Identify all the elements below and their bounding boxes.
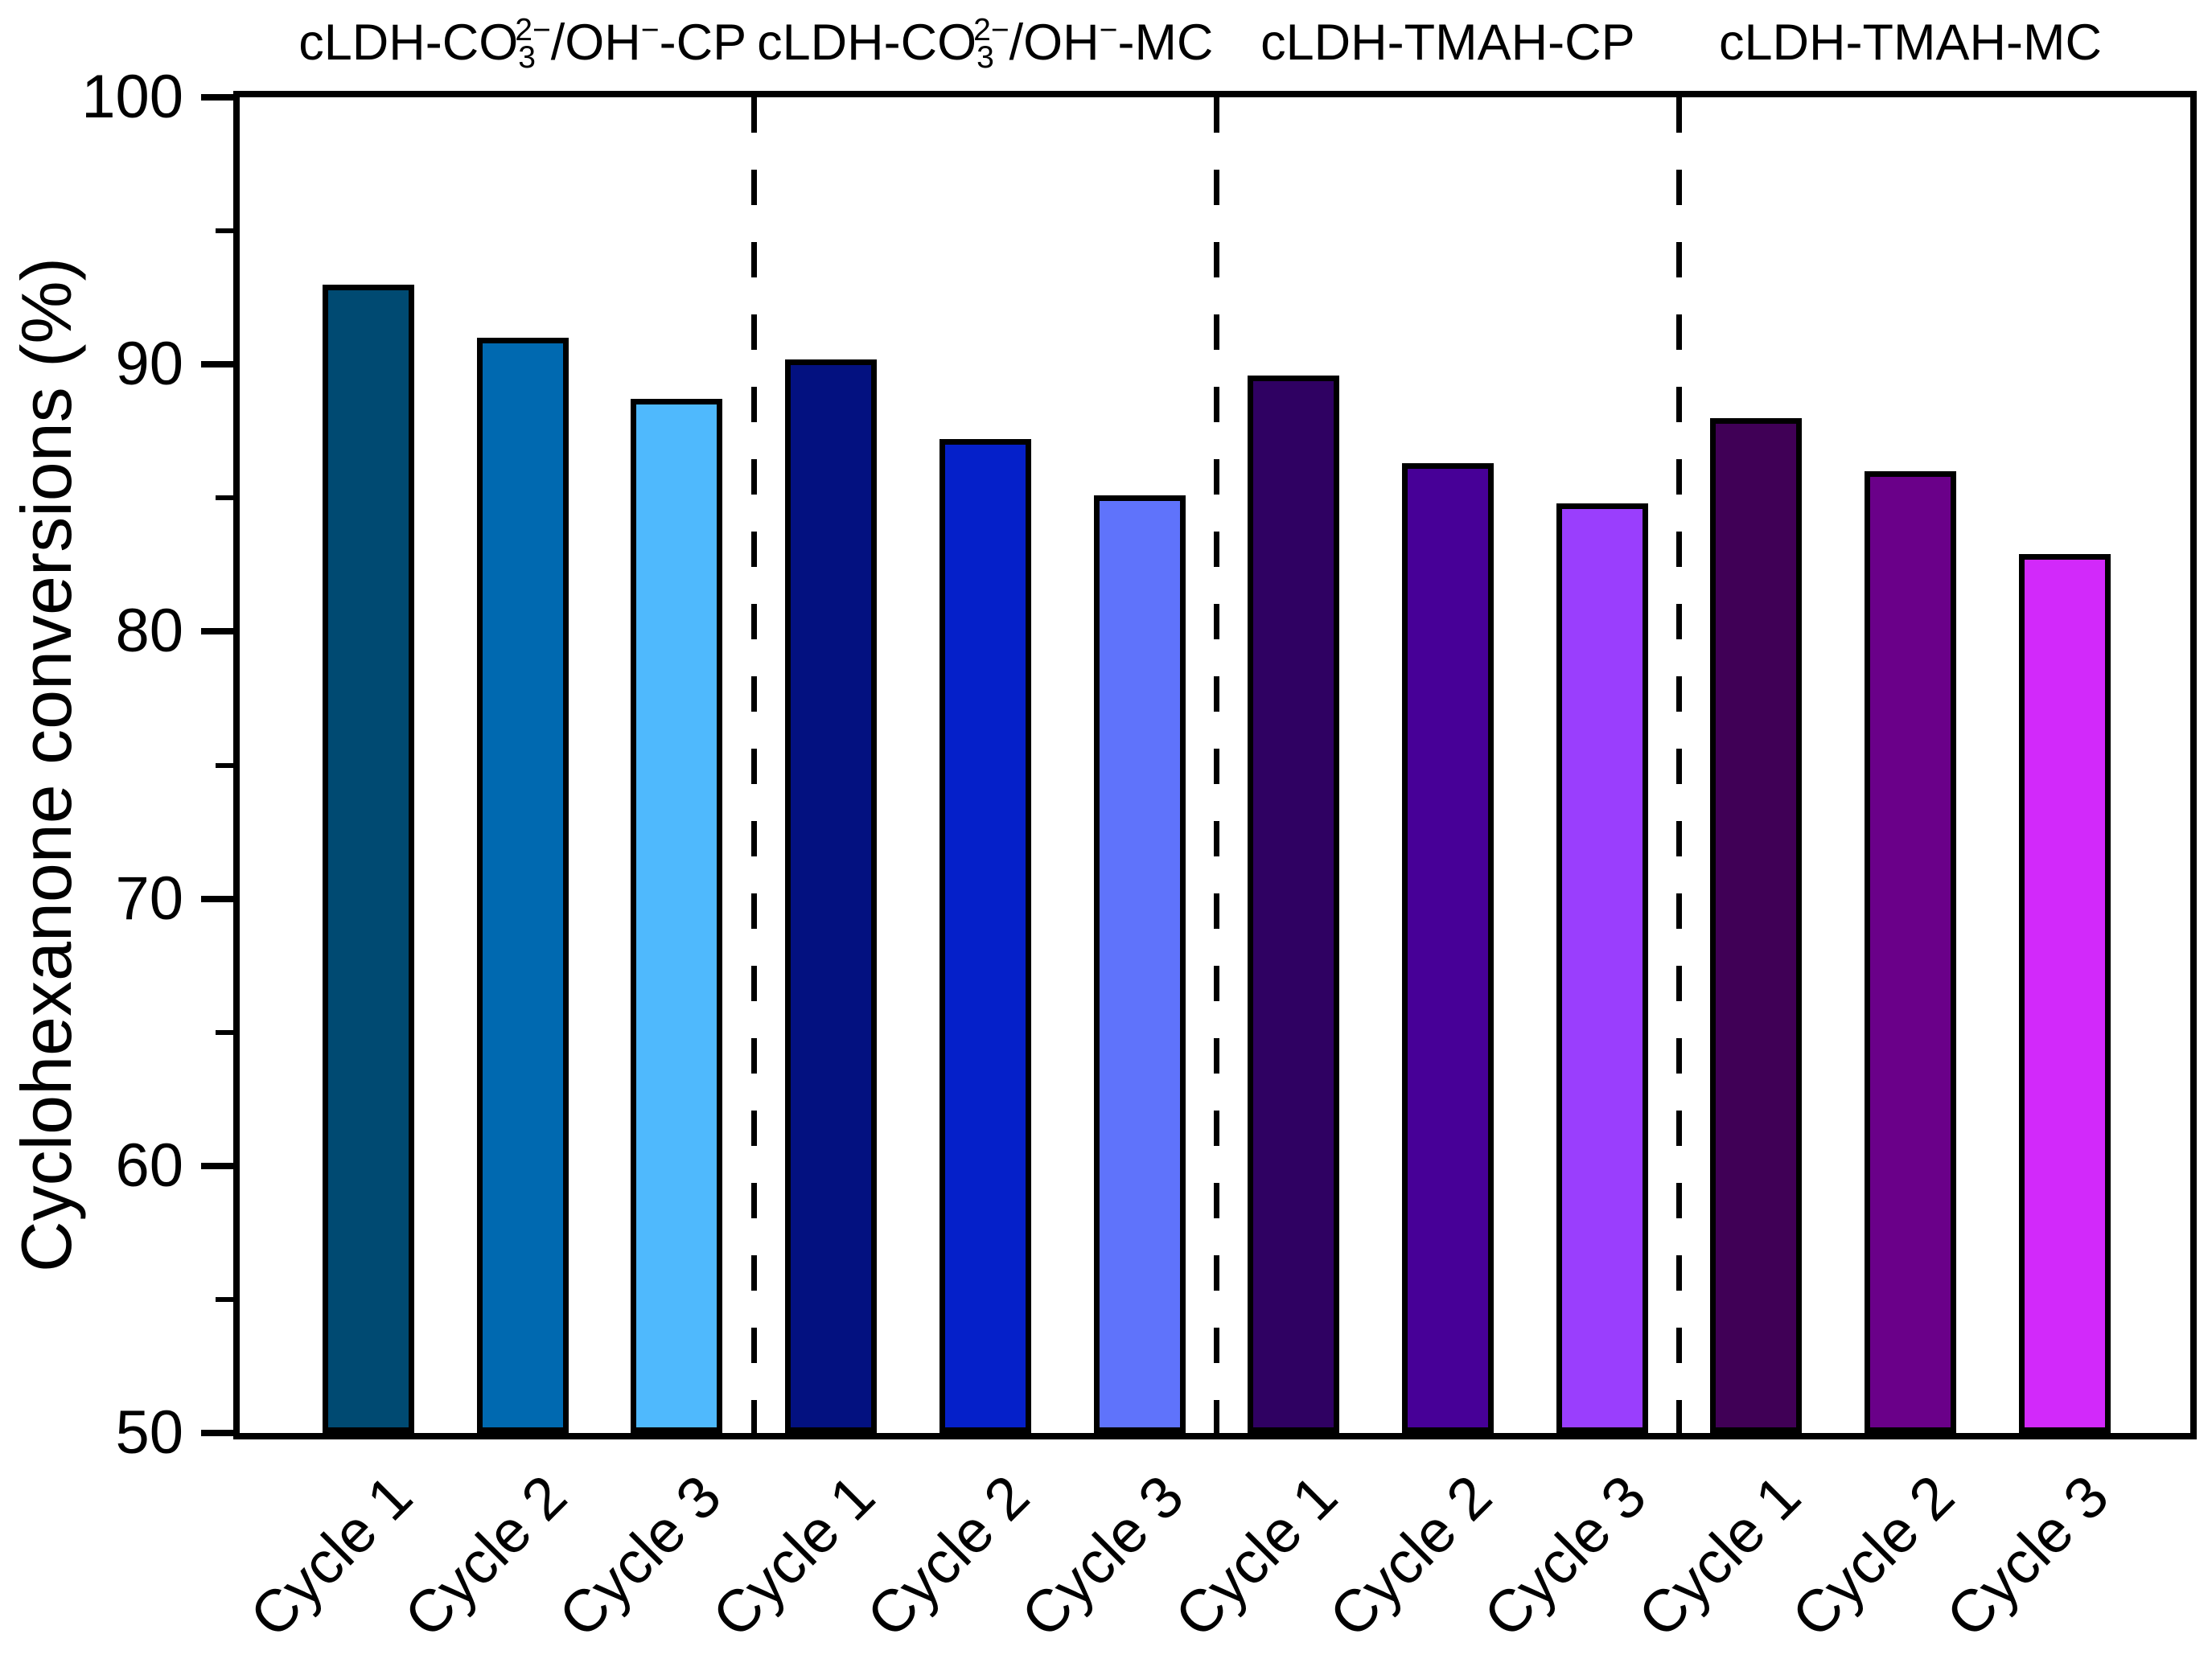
group-label-text: /OH — [550, 14, 641, 71]
group-label-text: cLDH-TMAH-CP — [1260, 14, 1635, 71]
x-tick-label-text: Cycle 3 — [545, 1462, 734, 1650]
x-tick-label-text: Cycle 1 — [236, 1462, 426, 1650]
y-minor-tick — [216, 1296, 233, 1302]
y-tick-label: 90 — [115, 330, 183, 399]
x-tick-label-text: Cycle 2 — [1316, 1462, 1505, 1650]
bar-cldhcoohmc-cycle-3 — [1093, 495, 1186, 1433]
y-minor-tick — [216, 1029, 233, 1035]
y-tick-label: 70 — [115, 864, 183, 933]
bar-cldhcoohcp-cycle-3 — [631, 399, 723, 1433]
bar-cldhtmahcp-cycle-1 — [1248, 375, 1340, 1433]
group-label-sup: − — [640, 12, 660, 47]
y-major-tick — [201, 1162, 233, 1169]
x-tick-label-text: Cycle 2 — [1778, 1462, 1967, 1650]
x-tick-label-text: Cycle 3 — [1008, 1462, 1196, 1650]
group-label-sub: 3 — [518, 39, 537, 75]
group-separator — [750, 97, 757, 1433]
group-label: cLDH-TMAH-MC — [1719, 18, 2102, 68]
y-major-tick — [201, 1430, 233, 1436]
bar-cldhcoohcp-cycle-2 — [476, 337, 569, 1433]
x-tick-label-text: Cycle 1 — [1162, 1462, 1351, 1650]
group-label: cLDH-TMAH-CP — [1260, 18, 1635, 68]
bar-cldhcoohcp-cycle-1 — [323, 284, 414, 1433]
group-separator — [1213, 97, 1219, 1433]
group-label-text: -MC — [1117, 14, 1214, 71]
y-minor-tick — [216, 228, 233, 234]
x-tick-label-text: Cycle 2 — [391, 1462, 579, 1650]
group-label-text: cLDH-CO — [757, 14, 977, 71]
group-label: cLDH-CO32−/OH−-CP — [298, 14, 746, 73]
group-label-sub: 3 — [976, 39, 994, 75]
y-tick-label: 80 — [115, 597, 183, 666]
x-tick-label-text: Cycle 2 — [853, 1462, 1042, 1650]
y-minor-tick — [216, 762, 233, 768]
y-major-tick — [201, 361, 233, 368]
group-separator — [1675, 97, 1682, 1433]
plot-area — [233, 91, 2197, 1439]
x-tick-label-text: Cycle 3 — [1470, 1462, 1659, 1650]
y-tick-label: 100 — [81, 63, 183, 131]
group-label-text: cLDH-CO — [298, 14, 519, 71]
group-label-sups: 2− — [515, 12, 551, 47]
y-tick-label: 50 — [115, 1398, 183, 1467]
x-tick-label-text: Cycle 1 — [1625, 1462, 1813, 1650]
bar-cldhtmahmc-cycle-1 — [1710, 417, 1803, 1433]
x-tick-label-text: Cycle 3 — [1933, 1462, 2121, 1650]
bar-cldhcoohmc-cycle-1 — [785, 359, 878, 1433]
bar-cldhtmahcp-cycle-2 — [1401, 463, 1494, 1433]
group-label-sups: 2− — [973, 12, 1009, 47]
y-minor-tick — [216, 495, 233, 501]
group-label: cLDH-CO32−/OH−-MC — [757, 14, 1213, 73]
y-major-tick — [201, 94, 233, 101]
group-label-text: cLDH-TMAH-MC — [1719, 14, 2102, 71]
group-label-sup: − — [1099, 12, 1118, 47]
group-label-text: -CP — [659, 14, 747, 71]
y-tick-label: 60 — [115, 1131, 183, 1200]
x-tick-label-text: Cycle 1 — [700, 1462, 888, 1650]
bar-cldhcoohmc-cycle-2 — [939, 439, 1031, 1433]
bars-layer — [240, 97, 2190, 1433]
bar-cldhtmahmc-cycle-3 — [2018, 554, 2111, 1433]
group-separators-layer — [240, 97, 2190, 1433]
y-major-tick — [201, 895, 233, 902]
group-label-text: /OH — [1009, 14, 1100, 71]
bar-cldhtmahcp-cycle-3 — [1556, 503, 1648, 1433]
y-major-tick — [201, 628, 233, 635]
bar-cldhtmahmc-cycle-2 — [1865, 471, 1956, 1433]
